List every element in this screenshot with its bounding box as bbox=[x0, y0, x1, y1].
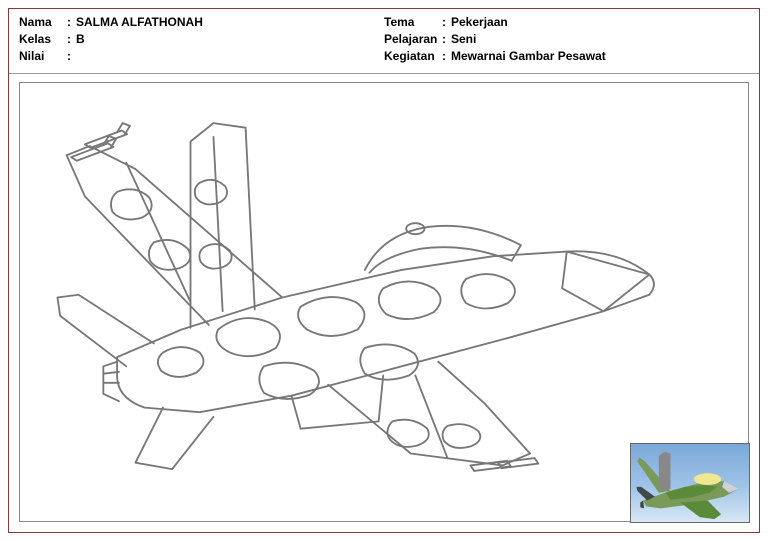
worksheet-frame: Nama : SALMA ALFATHONAH Kelas : B Nilai … bbox=[8, 8, 760, 533]
colon: : bbox=[442, 49, 446, 63]
jet-line-art-icon bbox=[30, 91, 700, 476]
label-tema: Tema bbox=[384, 15, 442, 29]
label-kegiatan: Kegiatan bbox=[384, 49, 442, 63]
colon: : bbox=[442, 32, 446, 46]
reference-thumbnail bbox=[630, 443, 750, 523]
header-right-column: Tema : Pekerjaan Pelajaran : Seni Kegiat… bbox=[384, 15, 749, 63]
field-kelas: Kelas : B bbox=[19, 32, 384, 46]
colon: : bbox=[67, 32, 71, 46]
header-row: Nama : SALMA ALFATHONAH Kelas : B Nilai … bbox=[9, 9, 759, 74]
field-nilai: Nilai : bbox=[19, 49, 384, 63]
drawing-area bbox=[19, 82, 749, 522]
field-pelajaran: Pelajaran : Seni bbox=[384, 32, 749, 46]
value-tema: Pekerjaan bbox=[451, 15, 508, 29]
field-tema: Tema : Pekerjaan bbox=[384, 15, 749, 29]
colon: : bbox=[67, 15, 71, 29]
label-kelas: Kelas bbox=[19, 32, 67, 46]
field-nama: Nama : SALMA ALFATHONAH bbox=[19, 15, 384, 29]
value-kegiatan: Mewarnai Gambar Pesawat bbox=[451, 49, 606, 63]
label-nama: Nama bbox=[19, 15, 67, 29]
colon: : bbox=[67, 49, 71, 63]
reference-jet-icon bbox=[631, 444, 749, 522]
value-nama: SALMA ALFATHONAH bbox=[76, 15, 203, 29]
colon: : bbox=[442, 15, 446, 29]
field-kegiatan: Kegiatan : Mewarnai Gambar Pesawat bbox=[384, 49, 749, 63]
label-pelajaran: Pelajaran bbox=[384, 32, 442, 46]
value-kelas: B bbox=[76, 32, 85, 46]
header-left-column: Nama : SALMA ALFATHONAH Kelas : B Nilai … bbox=[19, 15, 384, 63]
value-pelajaran: Seni bbox=[451, 32, 476, 46]
label-nilai: Nilai bbox=[19, 49, 67, 63]
